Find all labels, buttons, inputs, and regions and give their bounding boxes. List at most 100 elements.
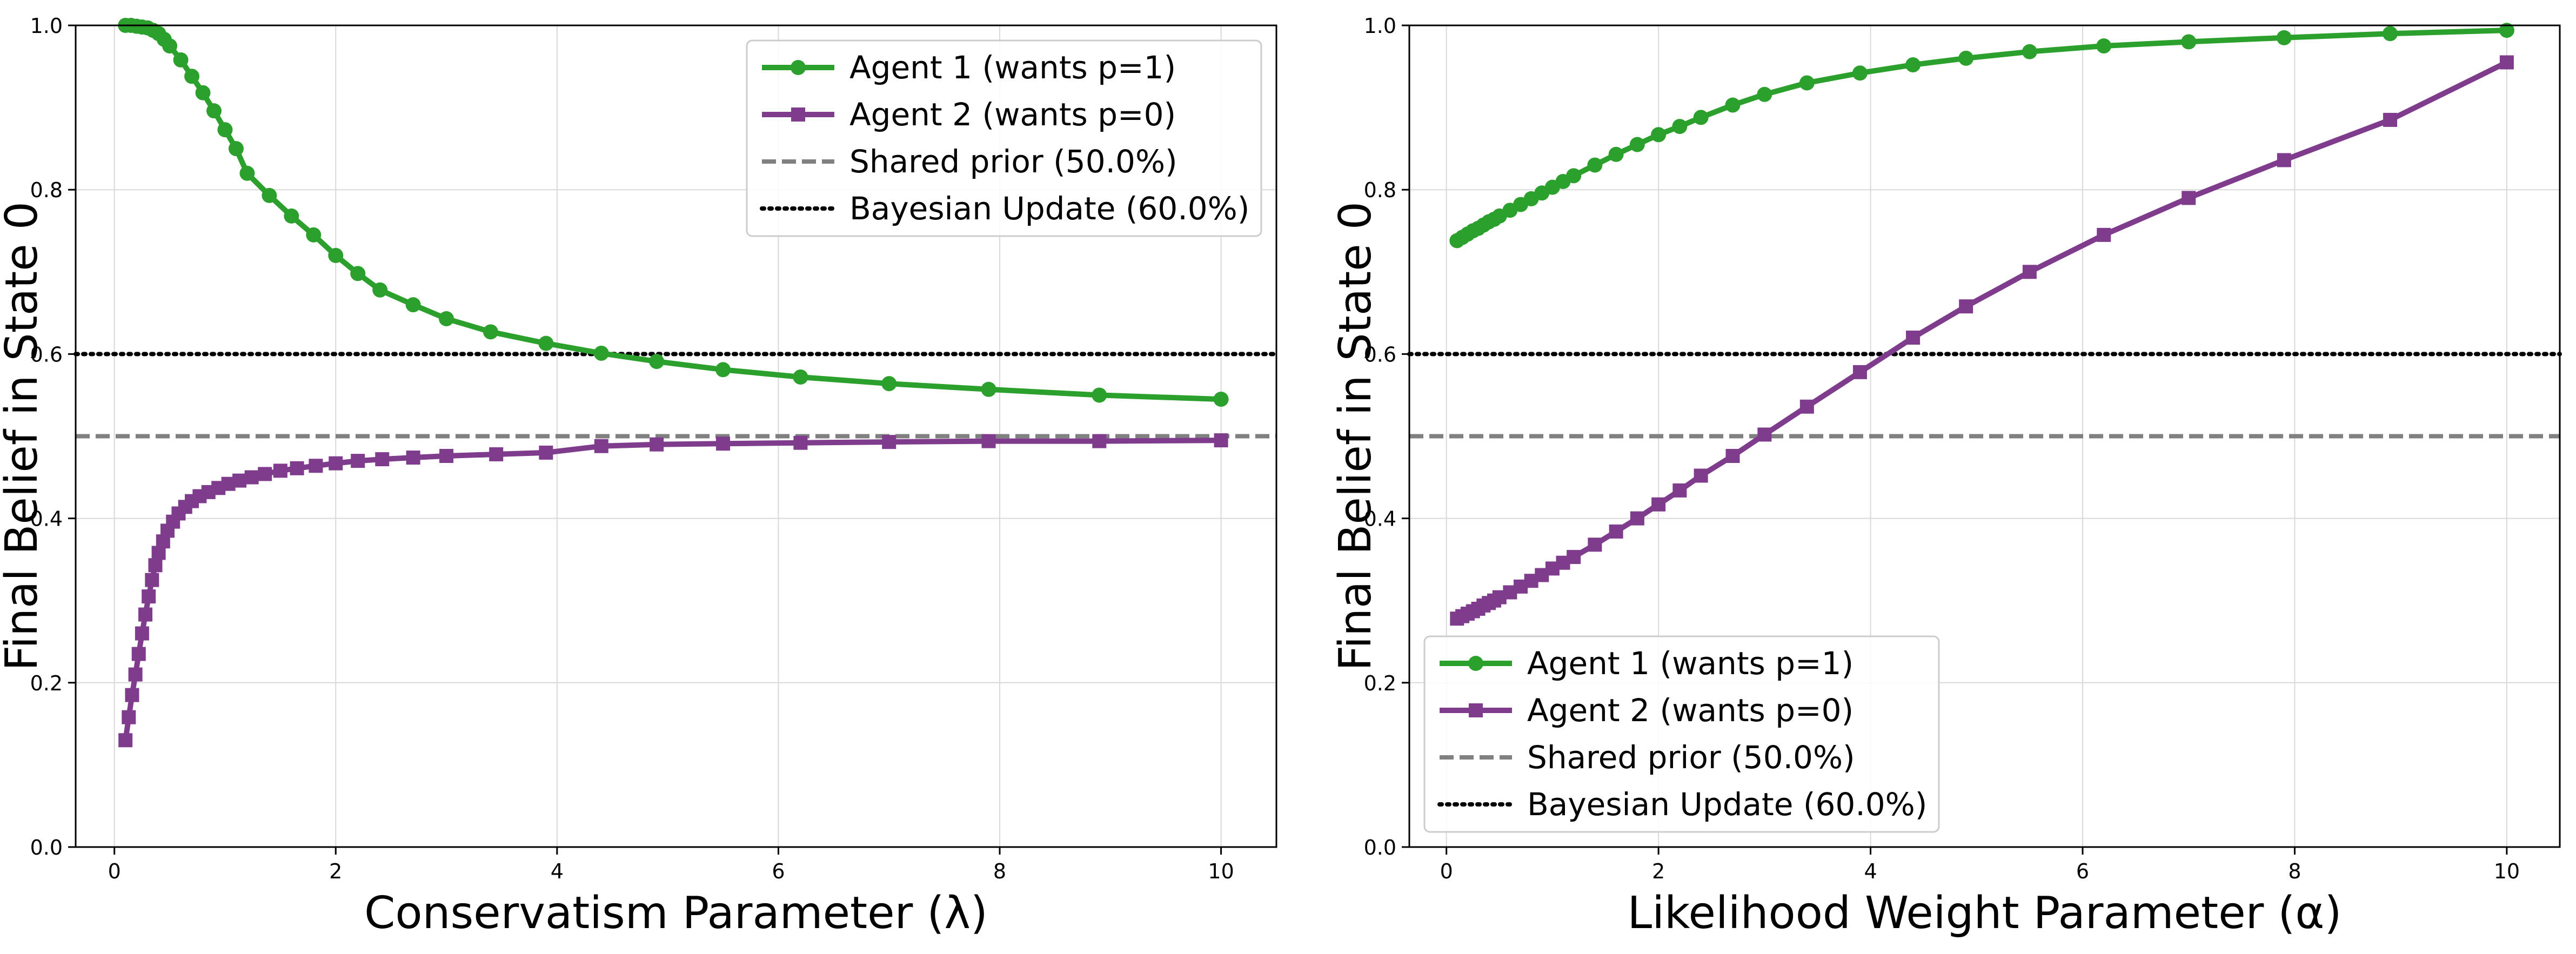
data-point (650, 437, 664, 452)
legend-marker (791, 60, 806, 75)
data-point (131, 647, 146, 661)
data-point (232, 473, 247, 488)
x-tick-label: 10 (2494, 859, 2520, 883)
legend-entry: Agent 2 (wants p=0) (762, 96, 1176, 133)
data-point (539, 445, 553, 460)
data-point (125, 688, 139, 702)
data-point (1651, 497, 1666, 512)
data-point (1958, 50, 1974, 66)
data-point (184, 69, 200, 84)
data-point (1852, 65, 1868, 81)
data-point (594, 439, 608, 453)
x-tick-label: 0 (108, 859, 121, 883)
data-point (148, 558, 163, 573)
x-tick-label: 8 (993, 859, 1006, 883)
data-point (1725, 449, 1740, 463)
data-point (239, 165, 255, 181)
x-tick-label: 4 (1864, 859, 1877, 883)
data-point (439, 449, 454, 463)
data-point (206, 103, 222, 119)
data-point (1588, 538, 1602, 552)
data-point (2096, 38, 2112, 54)
y-tick-label: 0.0 (30, 836, 63, 859)
x-tick-label: 6 (772, 859, 785, 883)
data-point (793, 435, 808, 450)
legend-marker (1468, 656, 1483, 671)
legend-label: Agent 2 (wants p=0) (849, 96, 1176, 133)
data-point (1608, 146, 1624, 162)
data-point (593, 345, 609, 361)
legend-entry: Bayesian Update (60.0%) (760, 190, 1249, 227)
data-point (406, 451, 420, 465)
legend: Agent 1 (wants p=1) Agent 2 (wants p=0) Sh… (1423, 635, 1940, 833)
y-tick-label: 0.6 (30, 342, 63, 366)
y-tick-label: 0.4 (1364, 507, 1396, 531)
data-point (162, 38, 178, 54)
data-point (1906, 330, 1921, 345)
legend-label: Agent 1 (wants p=1) (1527, 645, 1854, 682)
legend-label: Agent 1 (wants p=1) (849, 49, 1176, 86)
data-point (881, 376, 897, 392)
data-point (2383, 26, 2398, 42)
x-axis-label: Conservatism Parameter (λ) (364, 888, 988, 939)
data-point (1566, 168, 1582, 184)
y-tick-label: 0.6 (1364, 342, 1396, 366)
y-tick-label: 0.8 (1364, 178, 1396, 202)
data-point (306, 227, 322, 243)
data-point (1852, 365, 1867, 379)
data-point (142, 589, 156, 604)
legend-marker (1469, 703, 1483, 717)
data-point (1799, 399, 1814, 414)
legend-entry: Agent 2 (wants p=0) (1440, 692, 1854, 729)
legend-box (1423, 635, 1940, 833)
data-point (1567, 550, 1581, 565)
legend-entry: Agent 1 (wants p=1) (762, 49, 1176, 86)
x-axis-label: Likelihood Weight Parameter (α) (1628, 888, 2342, 939)
series-agent-2 (118, 433, 1228, 748)
data-point (1092, 387, 1107, 403)
data-point (1905, 57, 1921, 73)
x-tick-label: 2 (1652, 859, 1665, 883)
data-point (1214, 433, 1228, 448)
data-point (2277, 153, 2291, 167)
data-point (1959, 299, 1973, 314)
data-point (122, 710, 136, 724)
data-point (262, 187, 277, 203)
data-point (1693, 110, 1709, 125)
legend-entry: Bayesian Update (60.0%) (1437, 786, 1927, 823)
data-point (981, 381, 996, 397)
data-point (258, 467, 272, 481)
data-point (1092, 434, 1107, 448)
data-point (2499, 23, 2514, 38)
x-tick-label: 10 (1208, 859, 1234, 883)
data-point (2499, 55, 2514, 70)
data-point (1651, 127, 1667, 143)
y-tick-label: 0.4 (30, 507, 63, 531)
data-point (351, 454, 365, 468)
x-tick-label: 0 (1440, 859, 1453, 883)
legend-entry: Shared prior (50.0%) (762, 143, 1177, 180)
data-point (439, 311, 454, 326)
data-point (1799, 75, 1815, 91)
y-tick-label: 0.2 (30, 671, 63, 695)
data-point (2022, 44, 2037, 59)
series-agent-1 (118, 18, 1229, 407)
legend-box (746, 39, 1262, 237)
data-point (2022, 265, 2037, 279)
data-point (715, 362, 731, 378)
data-point (981, 434, 996, 448)
data-point (1725, 97, 1741, 113)
data-point (1609, 524, 1623, 539)
legend-entry: Shared prior (50.0%) (1440, 739, 1855, 776)
data-point (118, 733, 133, 748)
data-point (793, 369, 808, 385)
left-chart-panel: 0 2 4 6 8 10 0.0 0.2 0.4 0.6 0.8 1.0 Conservatism Pa… (0, 14, 1279, 939)
data-point (405, 297, 421, 313)
data-point (1757, 86, 1772, 102)
plot-frame (75, 24, 1277, 848)
data-point (329, 456, 343, 471)
data-point (290, 461, 304, 475)
data-point (1694, 468, 1708, 483)
data-point (2182, 191, 2196, 205)
data-point (284, 208, 299, 224)
